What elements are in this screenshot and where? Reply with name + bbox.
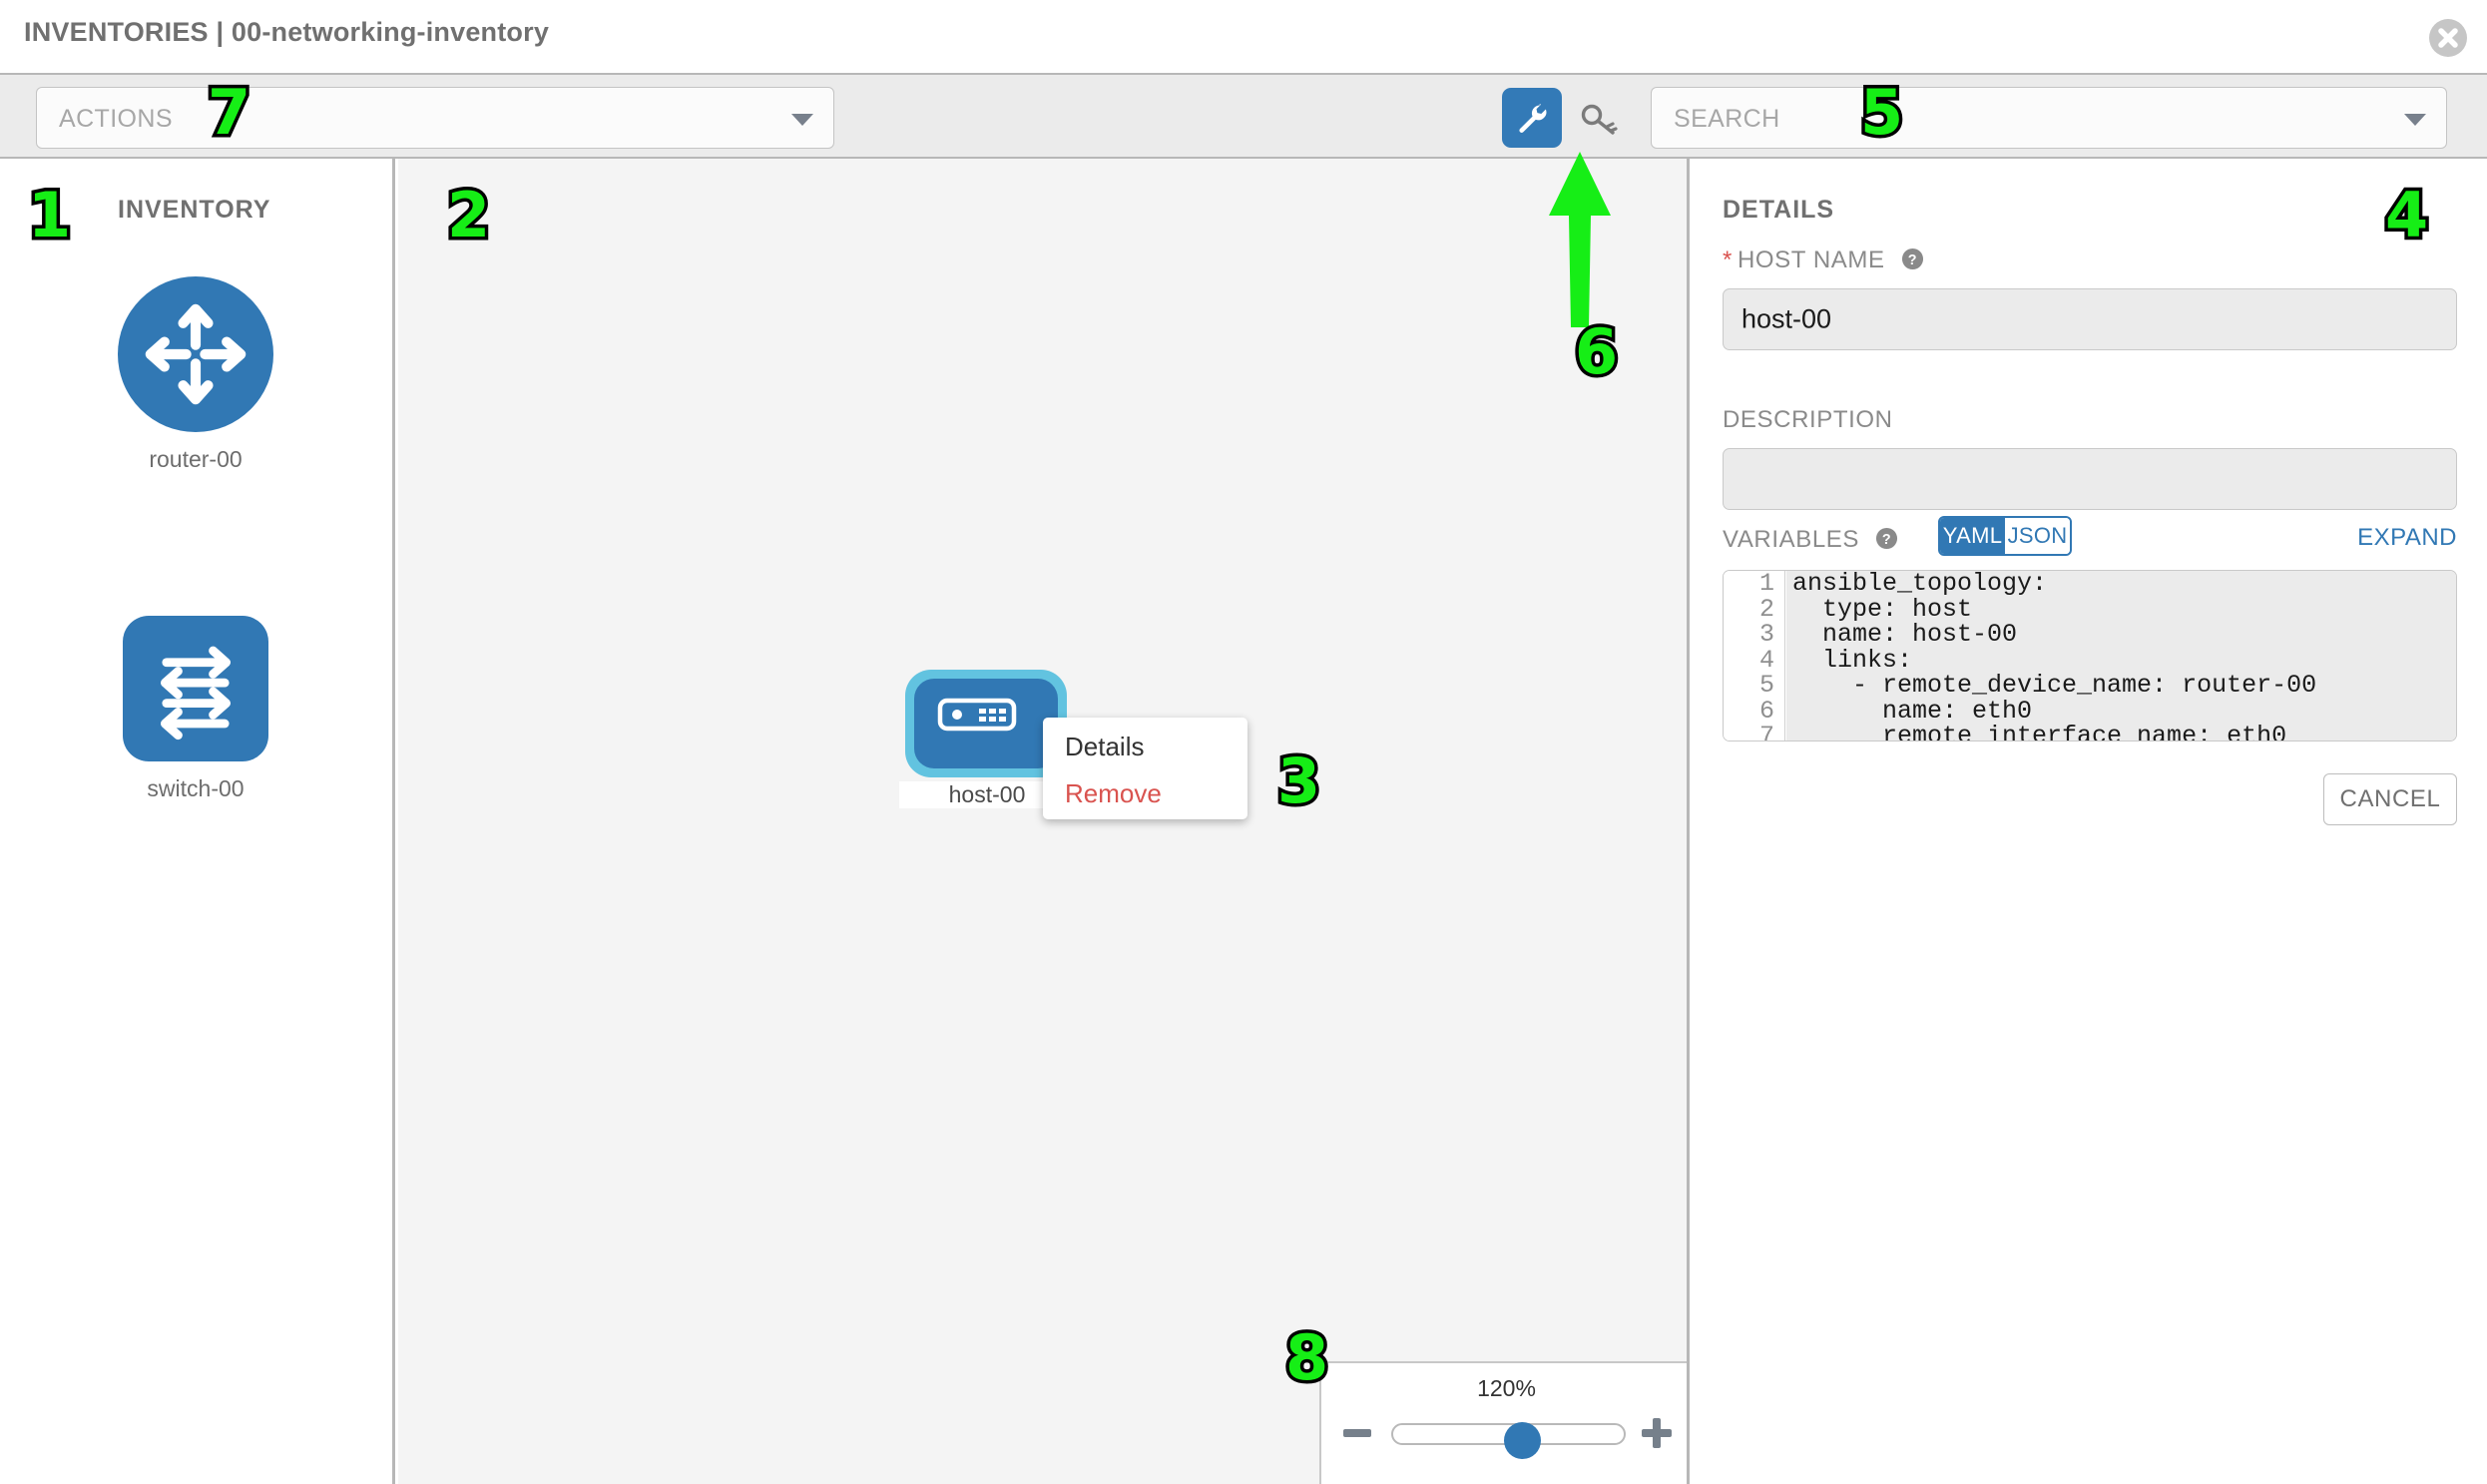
description-label: DESCRIPTION xyxy=(1723,406,1893,433)
context-menu-item-details[interactable]: Details xyxy=(1065,732,1145,761)
required-marker: * xyxy=(1723,247,1733,273)
editor-gutter: 1 2 3 4 5 6 7 xyxy=(1724,570,1785,742)
line-number: 5 xyxy=(1758,671,1774,700)
question-circle-icon[interactable]: ? xyxy=(1901,247,1924,270)
line-number: 3 xyxy=(1758,620,1774,649)
toggle-json[interactable]: JSON xyxy=(2005,518,2070,554)
sidebar-item-label: router-00 xyxy=(149,446,243,472)
actions-dropdown-label: ACTIONS xyxy=(59,105,173,133)
line-number: 4 xyxy=(1758,645,1774,675)
server-icon xyxy=(937,695,1017,740)
zoom-slider[interactable] xyxy=(1391,1422,1626,1459)
toggle-yaml[interactable]: YAML xyxy=(1940,518,2005,554)
code-line: ansible_topology: xyxy=(1792,571,2048,598)
context-menu-item-remove[interactable]: Remove xyxy=(1065,778,1162,808)
chevron-down-icon xyxy=(791,114,813,126)
sidebar-item-label: switch-00 xyxy=(147,775,245,801)
code-line: name: eth0 xyxy=(1792,696,2033,726)
cancel-button[interactable]: CANCEL xyxy=(2323,773,2457,825)
svg-text:?: ? xyxy=(1882,532,1891,548)
minus-icon[interactable] xyxy=(1343,1429,1371,1437)
plus-icon[interactable] xyxy=(1642,1418,1672,1448)
inventory-sidebar: INVENTORY router-00 xyxy=(0,159,395,1484)
details-title: DETAILS xyxy=(1723,196,1835,224)
switch-icon xyxy=(123,616,268,761)
chevron-down-icon xyxy=(2404,114,2426,126)
sidebar-item-switch-00[interactable]: switch-00 xyxy=(118,616,273,802)
workspace: INVENTORY router-00 xyxy=(0,159,2487,1484)
code-line: - remote_device_name: router-00 xyxy=(1792,671,2317,700)
router-icon xyxy=(118,276,273,432)
question-circle-icon[interactable]: ? xyxy=(1875,527,1898,550)
zoom-slider-thumb[interactable] xyxy=(1503,1422,1541,1459)
code-line: links: xyxy=(1792,645,1913,675)
host-name-label-text: HOST NAME xyxy=(1737,247,1885,273)
line-number: 1 xyxy=(1758,570,1774,598)
host-name-value: host-00 xyxy=(1741,303,1832,334)
code-line: name: host-00 xyxy=(1792,620,2018,649)
line-number: 6 xyxy=(1758,696,1774,726)
zoom-level-value: 120% xyxy=(1477,1375,1536,1401)
node-context-menu: Details Remove xyxy=(1043,718,1247,819)
wrench-icon[interactable] xyxy=(1502,88,1562,148)
search-input[interactable]: SEARCH xyxy=(1651,87,2447,149)
zoom-slider-row xyxy=(1321,1415,1687,1465)
editor-content[interactable]: ansible_topology: type: host name: host-… xyxy=(1786,571,2456,742)
code-line: remote_interface_name: eth0 xyxy=(1792,722,2287,742)
host-name-label: * HOST NAME ? xyxy=(1723,247,1924,274)
window-titlebar: INVENTORIES | 00-networking-inventory xyxy=(0,0,2487,73)
expand-button[interactable]: EXPAND xyxy=(2357,524,2457,551)
sidebar-title: INVENTORY xyxy=(118,196,271,224)
line-number: 7 xyxy=(1758,722,1774,742)
sidebar-item-router-00[interactable]: router-00 xyxy=(118,276,273,473)
details-panel: DETAILS * HOST NAME ? host-00 DESCRIPTION… xyxy=(1693,159,2487,1484)
actions-dropdown[interactable]: ACTIONS xyxy=(36,87,834,149)
page-title: INVENTORIES | 00-networking-inventory xyxy=(24,17,550,47)
close-icon[interactable] xyxy=(2429,19,2467,57)
key-icon[interactable] xyxy=(1577,99,1621,139)
zoom-control-panel: 120% xyxy=(1319,1361,1687,1484)
line-number: 2 xyxy=(1758,594,1774,624)
variables-editor[interactable]: 1 2 3 4 5 6 7 ansible_topology: type: ho… xyxy=(1723,570,2457,742)
search-placeholder: SEARCH xyxy=(1674,105,1780,133)
code-line: type: host xyxy=(1792,594,1973,624)
variables-label-text: VARIABLES xyxy=(1723,526,1860,553)
topology-node-host-00[interactable]: host-00 xyxy=(899,670,1075,808)
topology-canvas[interactable]: host-00 Details Remove 120% xyxy=(398,159,1690,1484)
description-field[interactable] xyxy=(1723,448,2457,510)
svg-text:?: ? xyxy=(1908,252,1917,268)
host-name-field[interactable]: host-00 xyxy=(1723,288,2457,350)
variables-label: VARIABLES ? xyxy=(1723,526,1898,554)
variables-format-toggle[interactable]: YAML JSON xyxy=(1938,516,2072,556)
toolbar: ACTIONS SEARCH xyxy=(0,73,2487,159)
